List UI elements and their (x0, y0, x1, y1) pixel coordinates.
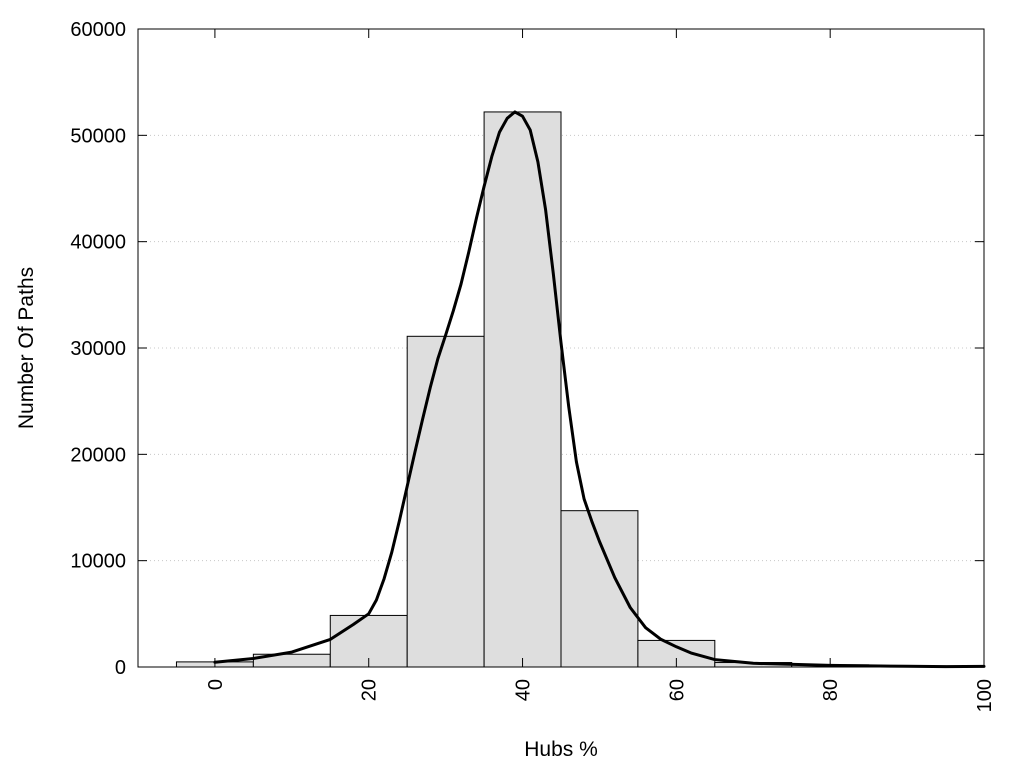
histogram-bar (560, 510, 639, 668)
grid-lines (138, 134, 984, 562)
x-tick-label: 40 (513, 679, 535, 701)
x-tick-label: 20 (359, 679, 381, 701)
y-tick-label: 20000 (70, 444, 126, 466)
distribution-curve (213, 110, 986, 669)
x-tick-label: 80 (820, 679, 842, 701)
histogram-bar (483, 111, 562, 668)
y-tick-label: 60000 (70, 19, 126, 41)
y-tick-label: 40000 (70, 232, 126, 254)
y-tick-label: 30000 (70, 338, 126, 360)
histogram-bar (406, 335, 485, 668)
bars (175, 111, 985, 668)
x-axis-title: Hubs % (524, 738, 598, 761)
distribution-curve-line (213, 110, 986, 669)
y-tick-label: 10000 (70, 551, 126, 573)
y-tick-label: 0 (115, 657, 126, 679)
x-tick-label: 100 (974, 679, 996, 712)
x-tick-label: 0 (205, 679, 227, 690)
x-axis-ticks: 0 20 40 60 80 100 (205, 29, 996, 712)
y-axis-title: Number Of Paths (15, 267, 38, 429)
x-tick-label: 60 (666, 679, 688, 701)
y-axis-ticks: 0 10000 20000 30000 40000 50000 60000 (70, 19, 984, 679)
y-tick-label: 50000 (70, 125, 126, 147)
